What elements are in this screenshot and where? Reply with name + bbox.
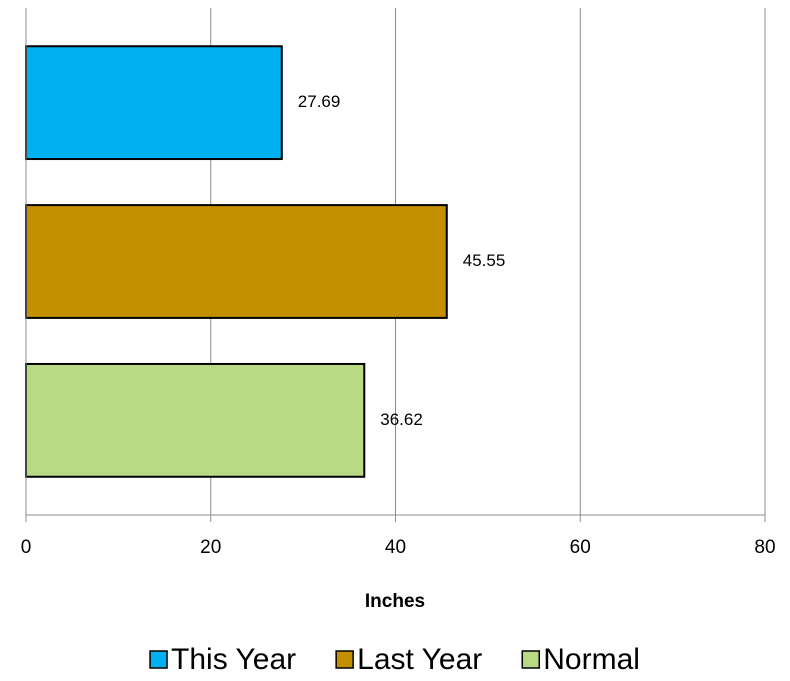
data-label: 36.62 [380, 410, 423, 429]
bar [25, 204, 448, 319]
legend: This Year Last Year Normal [149, 643, 640, 676]
x-tick-label: 80 [754, 537, 775, 558]
legend-label: This Year [171, 643, 296, 676]
bar [25, 45, 283, 161]
x-tick-label: 60 [570, 537, 591, 558]
data-label: 27.69 [298, 92, 341, 111]
data-label: 45.55 [463, 251, 506, 270]
x-axis-label: Inches [365, 591, 425, 612]
legend-label: Normal [543, 643, 640, 676]
x-tick-label: 20 [200, 537, 221, 558]
x-tick-label: 40 [385, 537, 406, 558]
legend-swatch [521, 650, 541, 669]
legend-label: Last Year [357, 643, 482, 676]
legend-swatch [335, 650, 354, 669]
x-tick-label: 0 [21, 537, 32, 558]
legend-swatch [149, 650, 168, 669]
bar [25, 362, 366, 478]
